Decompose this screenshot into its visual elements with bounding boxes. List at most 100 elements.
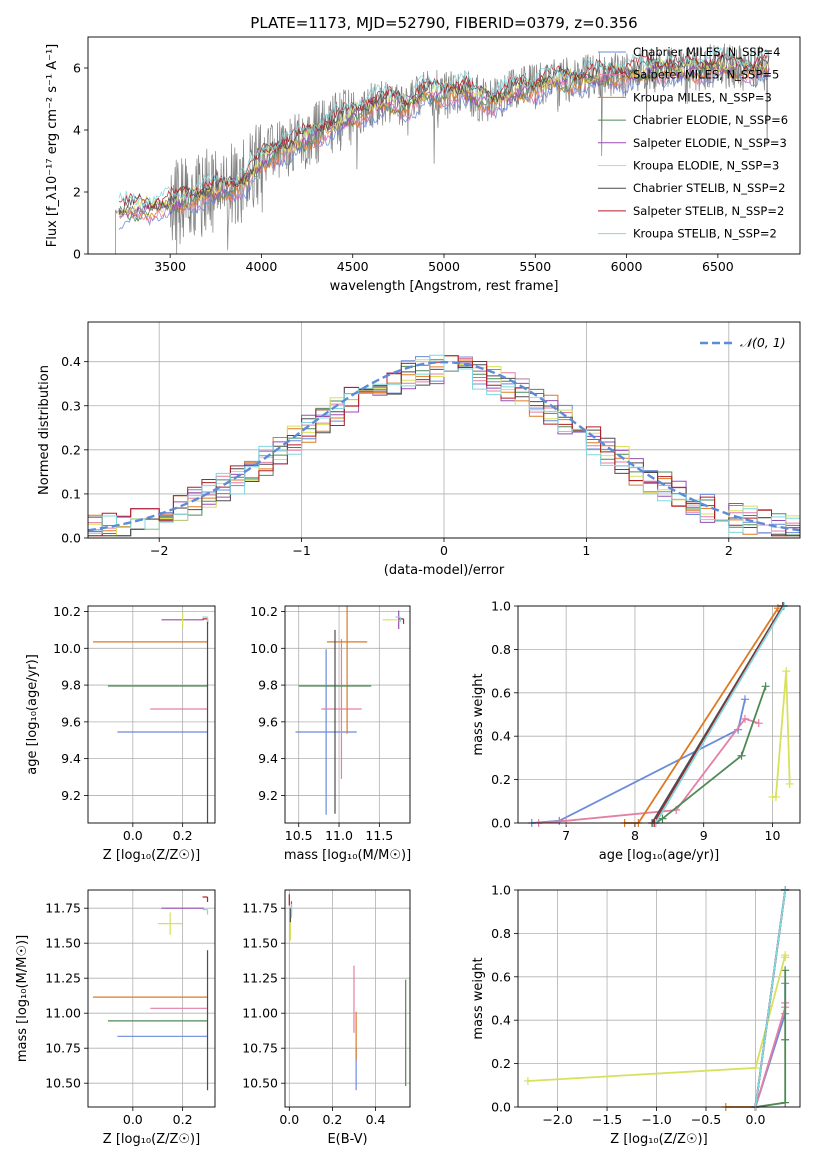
y-tick-label: 11.50 [45,936,81,951]
plot-area [527,602,794,827]
y-tick-label: 11.25 [242,971,278,986]
series-line [772,671,791,798]
series-line [655,686,767,824]
x-tick-label: 0.2 [322,1112,342,1127]
normal-distribution-curve [87,360,801,532]
x-axis-label: Z [log₁₀(Z/Z☉)] [610,1132,707,1147]
series-chabrier-elodie [651,682,770,827]
legend-entry: Salpeter MILES, N_SSP=5 [633,68,779,82]
legend-entry: Kroupa MILES, N_SSP=3 [633,90,772,104]
chart-mass-vs-z: 0.0 0.2 10.50 10.75 11.00 11.25 11.50 11.75 Z [l… [15,889,216,1147]
x-tick-label: 10 [765,828,781,843]
series-chabrier-elodie [751,966,790,1111]
legend: Chabrier MILES, N_SSP=4 Salpeter MILES, N… [598,45,788,241]
plot-area [115,43,770,254]
y-tick-label: 0 [73,247,81,262]
y-tick-label: 1.0 [491,883,511,898]
point-salpeter-miles [321,639,362,779]
legend-entry: Chabrier ELODIE, N_SSP=6 [633,113,788,127]
point-kroupa-stelib [202,616,209,623]
axes-frame [517,605,801,824]
x-tick-label: 11.5 [365,828,393,843]
x-tick-label: −2.0 [542,1112,572,1127]
chart-residual-hist: −2 −1 0 1 2 0.0 0.1 0.2 0.3 0.4 (data-model)/error… [37,321,801,578]
x-tick-label: 4500 [337,259,369,274]
x-axis-label: E(B-V) [327,1132,367,1147]
plot-area [87,354,801,537]
y-tick-label: 10.75 [45,1041,81,1056]
data-point [740,714,749,723]
series-line [755,970,787,1108]
x-tick-label: 3500 [154,259,186,274]
x-tick-label: 5500 [519,259,551,274]
data-point [781,1035,790,1044]
y-tick-label: 0.6 [491,685,511,700]
series-kroupa-stelib [751,886,790,1111]
x-tick-label: 8 [631,828,639,843]
series-kroupa-elodie [768,667,794,801]
y-tick-label: 11.25 [45,971,81,986]
data-point [737,751,746,760]
data-point [562,816,571,825]
y-tick-label: 10.50 [242,1076,278,1091]
x-axis-label: Z [log₁₀(Z/Z☉)] [103,1132,200,1147]
chart-spectrum: 3500 4000 4500 5000 5500 6000 6500 0 2 4 6 waveleng… [45,14,801,294]
data-point [782,667,791,676]
y-tick-label: 9.8 [258,678,278,693]
model-spectrum-chabrier-elodie [118,60,770,223]
data-point [771,792,780,801]
legend-entry: Salpeter STELIB, N_SSP=2 [633,204,784,218]
x-tick-label: 0.2 [173,1112,193,1127]
y-tick-label: 0.2 [61,442,81,457]
y-tick-label: 11.00 [45,1006,81,1021]
data-point [523,1076,532,1085]
series-salpeter-miles [534,714,763,827]
model-spectrum-kroupa-stelib [118,45,770,208]
chart-mass-vs-ebv: 0.0 0.2 0.4 10.50 10.75 11.00 11.25 11.50 11.75 E… [242,889,411,1147]
gridlines [285,890,410,1107]
legend-entry: Kroupa STELIB, N_SSP=2 [633,227,777,241]
point-kroupa-stelib [395,616,401,623]
x-tick-label: 10.5 [285,828,313,843]
axes-frame [87,889,216,1108]
y-axis-label: mass weight [471,957,486,1039]
data-point [781,1098,790,1107]
x-tick-label: 2 [725,543,733,558]
y-tick-label: 10.75 [242,1041,278,1056]
data-point [781,966,790,975]
legend-entry: 𝒩(0, 1) [740,335,786,350]
x-tick-label: 0.2 [173,828,193,843]
y-tick-label: 11.50 [242,936,278,951]
legend-entry: Chabrier STELIB, N_SSP=2 [633,181,785,195]
axes-frame [517,889,801,1108]
x-tick-label: −1 [292,543,310,558]
y-tick-label: 0.0 [491,816,511,831]
gridlines [518,889,800,1108]
axes-frame [87,605,216,824]
x-tick-label: 4000 [246,259,278,274]
model-spectrum-salpeter-miles [118,64,770,226]
y-tick-label: 0.1 [61,486,81,501]
chart-mass-weight-vs-age: 7 8 9 10 0.0 0.2 0.4 0.6 0.8 1.0 age [log₁₀(age/yr… [471,599,801,863]
axes-frame [87,321,801,539]
series-kroupa-elodie [523,951,790,1085]
y-axis-label: age [log₁₀(age/yr)] [25,654,40,775]
y-tick-label: 10.0 [53,641,81,656]
axes-frame [284,889,411,1108]
data-point [751,1063,760,1072]
chart-age-vs-z: 0.0 0.2 9.2 9.4 9.6 9.8 10.0 10.2 Z [log₁₀(Z/Z☉)… [25,604,216,863]
y-tick-label: 9.2 [258,788,278,803]
gridlines [88,890,215,1107]
y-tick-label: 0.2 [491,772,511,787]
x-axis-label: wavelength [Angstrom, rest frame] [330,279,559,294]
y-tick-label: 11.75 [242,901,278,916]
y-tick-label: 9.4 [258,751,278,766]
point-kroupa-stelib [202,908,209,915]
y-tick-label: 4 [73,123,81,138]
y-tick-label: 10.2 [250,604,278,619]
data-point [761,682,770,691]
data-point [781,953,790,962]
x-tick-label: 0.0 [123,828,143,843]
data-point [785,779,794,788]
